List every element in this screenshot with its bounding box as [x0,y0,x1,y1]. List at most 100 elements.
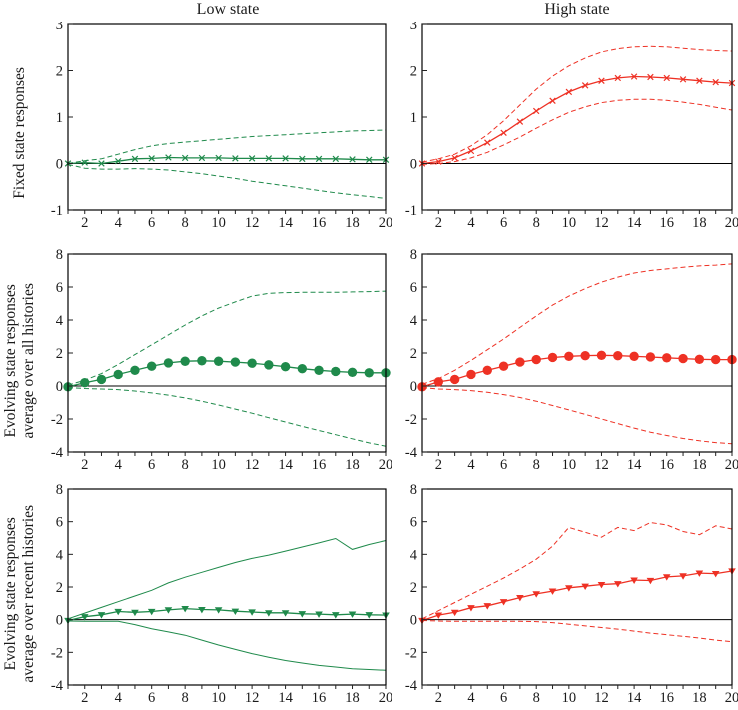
row-label-line: Fixed state responses [11,67,29,199]
svg-text:4: 4 [56,547,64,563]
svg-text:14: 14 [627,690,642,706]
row-label-evolving-all: Evolving state responses average over al… [0,244,40,477]
svg-text:6: 6 [148,690,155,706]
panel-cell: 2 4 6 8 10 12 14 16 18 20 -4 -2 0 2 4 6 8 [40,477,392,710]
svg-text:4: 4 [115,457,123,473]
svg-text:20: 20 [725,690,738,706]
svg-text:2: 2 [410,346,417,362]
svg-text:0: 0 [410,157,417,173]
svg-text:16: 16 [659,457,674,473]
svg-text:4: 4 [115,215,123,231]
svg-text:4: 4 [410,547,418,563]
row-label-evolving-recent: Evolving state responses average over re… [0,477,40,710]
svg-text:-2: -2 [405,645,417,661]
svg-text:10: 10 [211,457,226,473]
svg-text:6: 6 [410,515,417,531]
svg-text:18: 18 [345,215,360,231]
svg-text:-1: -1 [405,203,417,219]
svg-text:14: 14 [278,690,293,706]
svg-text:6: 6 [148,215,155,231]
chart-evolving-recent-high: 2 4 6 8 10 12 14 16 18 20 -4 -2 0 2 4 6 8 [405,482,738,706]
column-title-label: High state [544,1,610,18]
svg-text:20: 20 [379,690,392,706]
svg-text:18: 18 [692,215,707,231]
svg-text:10: 10 [562,215,577,231]
row-label-line: Evolving state responses [2,283,20,438]
svg-text:6: 6 [56,280,63,296]
svg-text:-2: -2 [51,645,63,661]
svg-text:8: 8 [533,457,540,473]
row-label-text: Evolving state responses average over re… [2,505,38,683]
svg-text:2: 2 [56,346,63,362]
svg-text:4: 4 [467,457,475,473]
row-label-line: average over all histories [20,282,37,439]
svg-text:18: 18 [345,457,360,473]
svg-text:2: 2 [410,580,417,596]
svg-text:2: 2 [410,64,417,80]
svg-text:-2: -2 [405,412,417,428]
svg-text:6: 6 [500,215,507,231]
svg-text:2: 2 [81,215,88,231]
svg-text:4: 4 [56,313,64,329]
svg-text:1: 1 [410,110,417,126]
svg-text:8: 8 [56,247,63,263]
svg-text:-4: -4 [51,678,64,694]
svg-text:8: 8 [182,457,189,473]
svg-text:3: 3 [410,22,417,33]
chart-evolving-all-low: 2 4 6 8 10 12 14 16 18 20 -4 -2 0 2 4 6 8 [51,247,392,473]
svg-text:8: 8 [410,482,417,498]
svg-text:10: 10 [562,690,577,706]
panel-cell: 2 4 6 8 10 12 14 16 18 20 -1 0 1 2 3 [392,22,738,244]
svg-text:2: 2 [435,690,442,706]
panel-cell: 2 4 6 8 10 12 14 16 18 20 -4 -2 0 2 4 6 8 [392,244,738,477]
svg-text:20: 20 [725,215,738,231]
svg-text:3: 3 [56,22,63,33]
svg-text:16: 16 [312,215,327,231]
svg-text:10: 10 [211,215,226,231]
column-title-high-state: High state [392,0,738,22]
panel-cell: 2 4 6 8 10 12 14 16 18 20 -4 -2 0 2 4 6 8 [392,477,738,710]
svg-text:0: 0 [56,379,63,395]
svg-text:12: 12 [594,215,609,231]
svg-text:2: 2 [56,580,63,596]
svg-text:4: 4 [410,313,418,329]
chart-evolving-all-high: 2 4 6 8 10 12 14 16 18 20 -4 -2 0 2 4 6 8 [405,247,738,473]
svg-text:6: 6 [56,515,63,531]
svg-text:14: 14 [627,457,642,473]
svg-text:14: 14 [627,215,642,231]
svg-text:0: 0 [56,613,63,629]
svg-text:-4: -4 [405,445,418,461]
svg-text:4: 4 [467,690,475,706]
svg-text:4: 4 [115,690,123,706]
svg-text:6: 6 [500,690,507,706]
svg-text:1: 1 [56,110,63,126]
row-label-line: Evolving state responses [2,516,20,671]
svg-text:20: 20 [379,457,392,473]
svg-text:4: 4 [467,215,475,231]
column-title-label: Low state [196,1,260,18]
svg-text:2: 2 [435,457,442,473]
svg-text:18: 18 [692,457,707,473]
svg-text:-4: -4 [51,445,64,461]
svg-text:8: 8 [182,690,189,706]
svg-text:0: 0 [56,157,63,173]
svg-text:-4: -4 [405,678,418,694]
svg-text:0: 0 [410,613,417,629]
svg-text:14: 14 [278,457,293,473]
svg-text:16: 16 [312,690,327,706]
svg-text:14: 14 [278,215,293,231]
svg-text:8: 8 [533,690,540,706]
svg-text:2: 2 [435,215,442,231]
svg-text:10: 10 [211,690,226,706]
svg-text:6: 6 [148,457,155,473]
svg-text:2: 2 [56,64,63,80]
svg-text:0: 0 [410,379,417,395]
svg-text:12: 12 [594,690,609,706]
svg-text:2: 2 [81,457,88,473]
svg-text:16: 16 [659,690,674,706]
svg-text:12: 12 [245,690,260,706]
svg-text:20: 20 [379,215,392,231]
svg-text:-2: -2 [51,412,63,428]
